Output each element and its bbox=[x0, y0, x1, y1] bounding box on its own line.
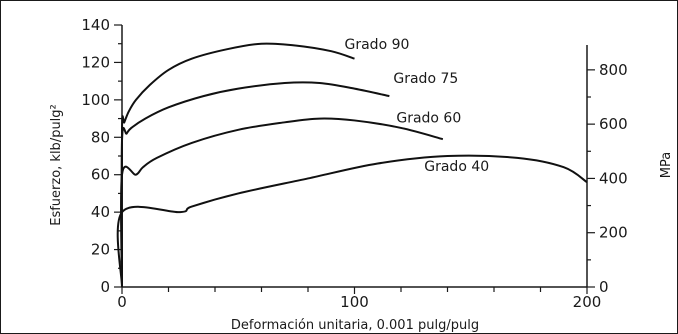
series-line bbox=[120, 42, 355, 288]
y2-tick-label: 200 bbox=[599, 224, 628, 242]
x-tick-label: 0 bbox=[117, 293, 127, 311]
series-label: Grado 75 bbox=[393, 71, 458, 87]
y2-axis-title: MPa bbox=[659, 152, 674, 178]
x-axis-title: Deformación unitaria, 0.001 pulg/pulg bbox=[231, 318, 479, 333]
y-axis-title: Esfuerzo, klb/pulg² bbox=[49, 104, 64, 226]
y2-tick-label: 600 bbox=[599, 115, 628, 133]
y-tick-label: 40 bbox=[91, 203, 110, 221]
series-line bbox=[119, 117, 444, 288]
series-label: Grado 90 bbox=[345, 37, 410, 53]
x-tick-label: 200 bbox=[573, 293, 602, 311]
y-tick-label: 20 bbox=[91, 241, 110, 259]
y-tick-label: 60 bbox=[91, 166, 110, 184]
y2-tick-label: 0 bbox=[599, 278, 609, 296]
series-label: Grado 60 bbox=[396, 110, 461, 126]
series-label: Grado 40 bbox=[424, 159, 489, 175]
y-tick-label: 0 bbox=[100, 278, 110, 296]
y-tick-label: 80 bbox=[91, 128, 110, 146]
y2-tick-label: 400 bbox=[599, 169, 628, 187]
y2-tick-label: 800 bbox=[599, 61, 628, 79]
y-tick-label: 120 bbox=[81, 53, 110, 71]
y-tick-label: 140 bbox=[81, 16, 110, 34]
x-tick-label: 100 bbox=[340, 293, 369, 311]
y-tick-label: 100 bbox=[81, 91, 110, 109]
series-line bbox=[120, 81, 390, 288]
series-line bbox=[116, 154, 588, 288]
